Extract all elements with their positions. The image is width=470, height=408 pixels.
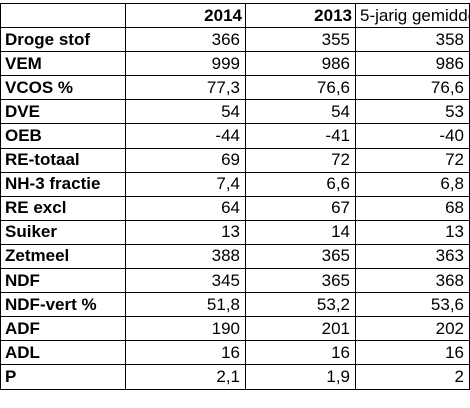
table-row: P 2,1 1,9 2 xyxy=(0,364,470,390)
header-cell-5-year-average: 5-jarig gemiddelde xyxy=(355,2,470,29)
value-cell: -41 xyxy=(245,123,356,149)
table-row: RE-totaal 69 72 72 xyxy=(0,147,470,173)
row-label: ADL xyxy=(0,340,126,366)
value-cell: 13 xyxy=(355,219,470,245)
value-cell: 2 xyxy=(355,364,470,390)
value-cell: 190 xyxy=(125,316,246,342)
value-cell: 77,3 xyxy=(125,75,246,101)
row-label: VEM xyxy=(0,51,126,77)
value-cell: 2,1 xyxy=(125,364,246,390)
value-cell: 53,6 xyxy=(355,292,470,318)
value-cell: 67 xyxy=(245,195,356,221)
value-cell: 355 xyxy=(245,27,356,53)
value-cell: 13 xyxy=(125,219,246,245)
value-cell: 6,8 xyxy=(355,171,470,197)
value-cell: 14 xyxy=(245,219,356,245)
row-label: DVE xyxy=(0,99,126,125)
value-cell: 68 xyxy=(355,195,470,221)
value-cell: 54 xyxy=(125,99,246,125)
table-row: NDF 345 365 368 xyxy=(0,268,470,294)
value-cell: 16 xyxy=(355,340,470,366)
value-cell: 202 xyxy=(355,316,470,342)
value-cell: 201 xyxy=(245,316,356,342)
value-cell: 363 xyxy=(355,243,470,270)
table-row: ADL 16 16 16 xyxy=(0,340,470,366)
value-cell: 986 xyxy=(355,51,470,77)
table-row: Zetmeel 388 365 363 xyxy=(0,243,470,270)
value-cell: 72 xyxy=(355,147,470,173)
header-cell-corner xyxy=(0,2,126,29)
value-cell: 7,4 xyxy=(125,171,246,197)
data-table: 2014 2013 5-jarig gemiddelde Droge stof3… xyxy=(0,2,470,390)
table-row: DVE 54 54 53 xyxy=(0,99,470,125)
table-row: OEB -44 -41 -40 xyxy=(0,123,470,149)
row-label: OEB xyxy=(0,123,126,149)
value-cell: 64 xyxy=(125,195,246,221)
header-row: 2014 2013 5-jarig gemiddelde xyxy=(0,2,470,29)
table-row: ADF 190 201 202 xyxy=(0,316,470,342)
row-label: Zetmeel xyxy=(0,243,126,270)
row-label: P xyxy=(0,364,126,390)
table-row: Droge stof 366 355 358 xyxy=(0,27,470,53)
value-cell: 54 xyxy=(245,99,356,125)
value-cell: 69 xyxy=(125,147,246,173)
row-label: VCOS % xyxy=(0,75,126,101)
value-cell: 345 xyxy=(125,268,246,294)
value-cell: 986 xyxy=(245,51,356,77)
row-label: NDF xyxy=(0,268,126,294)
table-row: Suiker 13 14 13 xyxy=(0,219,470,245)
value-cell: 388 xyxy=(125,243,246,270)
value-cell: 999 xyxy=(125,51,246,77)
value-cell: 6,6 xyxy=(245,171,356,197)
table-row: NH-3 fractie 7,4 6,6 6,8 xyxy=(0,171,470,197)
value-cell: -40 xyxy=(355,123,470,149)
row-label: RE-totaal xyxy=(0,147,126,173)
value-cell: 358 xyxy=(355,27,470,53)
value-cell: 365 xyxy=(245,243,356,270)
value-cell: 1,9 xyxy=(245,364,356,390)
value-cell: 16 xyxy=(245,340,356,366)
value-cell: 368 xyxy=(355,268,470,294)
row-label: NH-3 fractie xyxy=(0,171,126,197)
table-row: RE excl 64 67 68 xyxy=(0,195,470,221)
header-cell-2013: 2013 xyxy=(245,2,356,29)
row-label: ADF xyxy=(0,316,126,342)
table-row: NDF-vert % 51,8 53,2 53,6 xyxy=(0,292,470,318)
value-cell: 76,6 xyxy=(355,75,470,101)
value-cell: 365 xyxy=(245,268,356,294)
row-label: NDF-vert % xyxy=(0,292,126,318)
value-cell: 51,8 xyxy=(125,292,246,318)
value-cell: 53,2 xyxy=(245,292,356,318)
value-cell: 72 xyxy=(245,147,356,173)
value-cell: 53 xyxy=(355,99,470,125)
value-cell: 16 xyxy=(125,340,246,366)
table-body: Droge stof 366 355 358 VEM 999 986 986 VCOS % 77,… xyxy=(0,27,470,390)
header-cell-2014: 2014 xyxy=(125,2,246,29)
row-label: Droge stof xyxy=(0,27,126,53)
value-cell: 366 xyxy=(125,27,246,53)
row-label: RE excl xyxy=(0,195,126,221)
value-cell: -44 xyxy=(125,123,246,149)
row-label: Suiker xyxy=(0,219,126,245)
table-row: VCOS % 77,3 76,6 76,6 xyxy=(0,75,470,101)
table-row: VEM 999 986 986 xyxy=(0,51,470,77)
value-cell: 76,6 xyxy=(245,75,356,101)
